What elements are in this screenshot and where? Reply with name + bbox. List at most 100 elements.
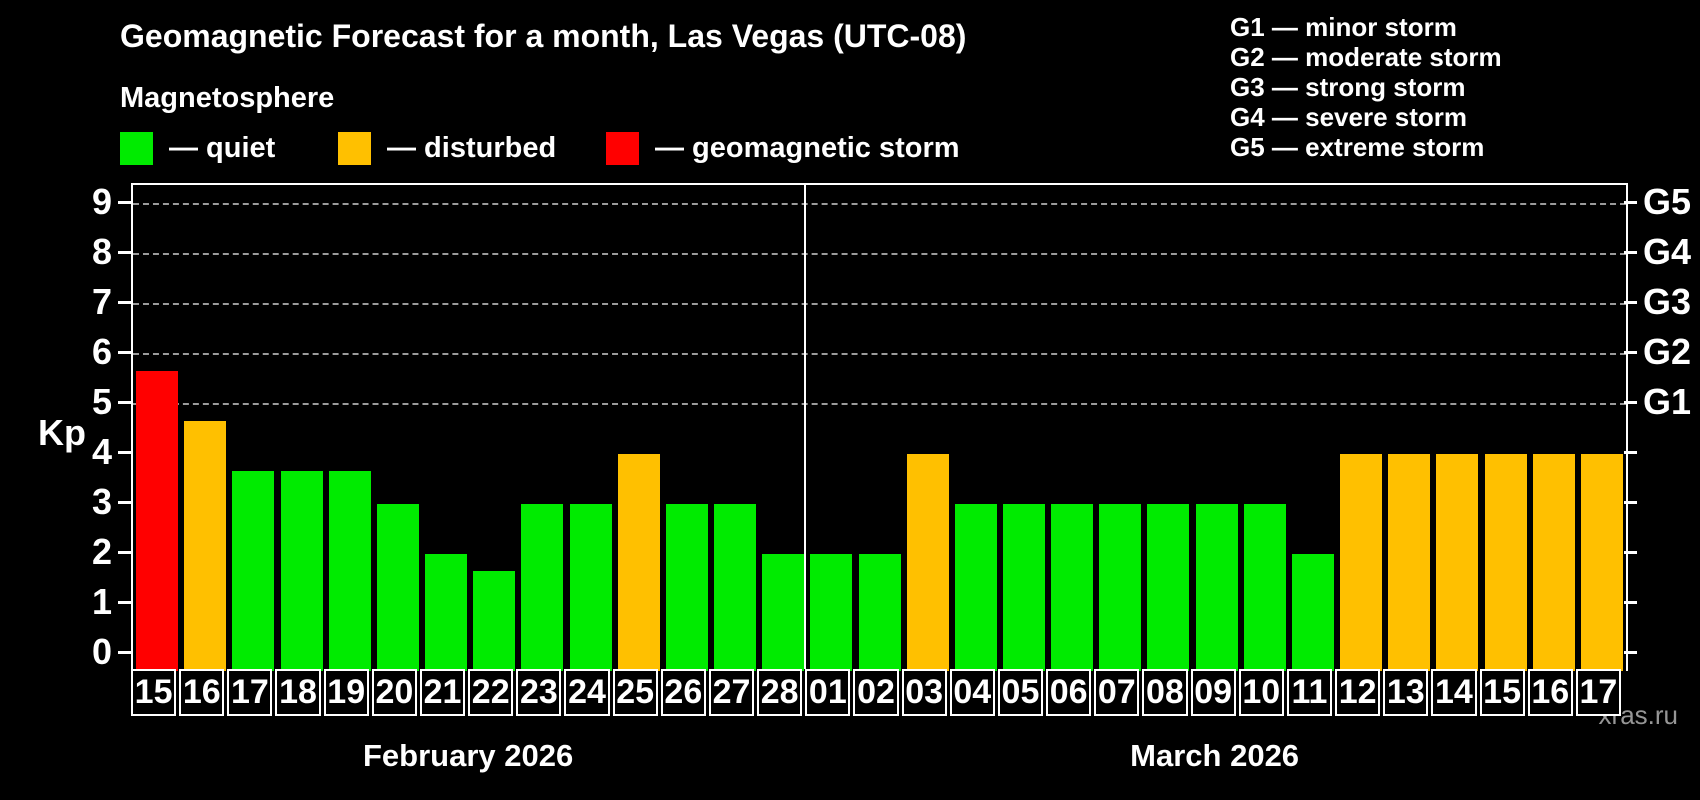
kp-bar-february-19 [328, 470, 371, 671]
y-tick-left-9 [118, 201, 131, 204]
chart-title: Geomagnetic Forecast for a month, Las Ve… [120, 18, 967, 54]
kp-bar-march-13 [1388, 454, 1431, 671]
y-tick-left-6 [118, 351, 131, 354]
day-label-11: 11 [1286, 669, 1333, 716]
day-label-17: 17 [1575, 669, 1621, 716]
kp-bar-february-17 [232, 470, 275, 671]
kp-bar-february-26 [665, 504, 708, 671]
quiet-swatch-icon [120, 131, 153, 165]
legend-item-disturbed: — disturbed [338, 130, 556, 166]
y-tick-left-4 [118, 451, 131, 454]
kp-bar-march-15 [1484, 454, 1527, 671]
kp-bar-march-07 [1099, 504, 1142, 671]
day-label-12: 12 [1335, 669, 1381, 716]
kp-bar-march-11 [1291, 554, 1334, 671]
kp-bar-february-20 [376, 504, 419, 671]
day-label-27: 27 [708, 669, 755, 716]
legend-item-storm: — geomagnetic storm [606, 130, 960, 166]
y-tick-label-8: 8 [91, 231, 112, 272]
day-label-13: 13 [1383, 669, 1429, 716]
y-tick-right-6 [1624, 351, 1637, 354]
kp-bar-february-15 [136, 370, 179, 671]
y-tick-left-1 [118, 601, 131, 604]
day-label-03: 03 [901, 669, 947, 716]
g-level-label-G1: G1 [1643, 381, 1692, 422]
y-tick-left-3 [118, 501, 131, 504]
y-axis-title: Kp [38, 412, 86, 453]
kp-bar-february-21 [425, 554, 468, 671]
disturbed-swatch-icon [338, 131, 371, 165]
kp-bar-february-18 [280, 470, 323, 671]
day-label-16: 16 [1527, 669, 1573, 716]
day-label-08: 08 [1142, 669, 1188, 716]
kp-bar-march-10 [1243, 504, 1286, 671]
day-label-19: 19 [323, 669, 369, 716]
day-label-20: 20 [371, 669, 417, 716]
day-label-22: 22 [468, 669, 514, 716]
y-tick-left-8 [118, 251, 131, 254]
day-label-10: 10 [1238, 669, 1284, 716]
kp-bar-march-12 [1340, 454, 1383, 671]
g-level-label-G5: G5 [1643, 181, 1692, 222]
kp-bar-february-27 [714, 504, 757, 671]
y-tick-right-5 [1624, 401, 1637, 404]
y-tick-right-3 [1624, 501, 1637, 504]
plot-area [131, 183, 1628, 671]
g-scale-legend: G1 — minor storm G2 — moderate storm G3 — … [1230, 12, 1502, 162]
kp-bar-march-04 [954, 504, 997, 671]
kp-bar-march-17 [1580, 454, 1623, 671]
y-tick-label-0: 0 [91, 631, 112, 672]
y-tick-label-2: 2 [91, 531, 112, 572]
storm-swatch-icon [606, 131, 639, 165]
g-legend-line-3: G3 — strong storm [1230, 72, 1466, 102]
kp-bar-march-03 [906, 454, 949, 671]
legend-label-disturbed: — disturbed [387, 131, 557, 164]
g-legend-line-5: G5 — extreme storm [1230, 132, 1485, 162]
y-tick-label-9: 9 [91, 181, 112, 222]
magnetosphere-label: Magnetosphere [120, 82, 335, 114]
y-tick-right-7 [1624, 301, 1637, 304]
day-label-09: 09 [1190, 669, 1236, 716]
g-legend-line-4: G4 — severe storm [1230, 102, 1468, 132]
gridline-kp7 [133, 303, 1626, 305]
day-label-05: 05 [997, 669, 1044, 716]
legend-label-storm: — geomagnetic storm [655, 131, 960, 164]
legend-label-quiet: — quiet [169, 131, 276, 164]
y-tick-right-0 [1624, 651, 1637, 654]
kp-bar-march-06 [1051, 504, 1094, 671]
legend-item-quiet: — quiet [120, 130, 275, 166]
y-tick-label-3: 3 [91, 481, 112, 522]
kp-bar-march-05 [1002, 504, 1045, 671]
kp-bar-february-16 [184, 420, 227, 671]
g-level-label-G3: G3 [1643, 281, 1692, 322]
day-label-18: 18 [275, 669, 321, 716]
day-label-25: 25 [612, 669, 658, 716]
kp-bar-march-14 [1436, 454, 1479, 671]
y-tick-label-7: 7 [91, 281, 112, 322]
gridline-kp5 [133, 403, 1626, 405]
month-separator [804, 183, 807, 669]
kp-bar-february-22 [473, 570, 516, 671]
kp-bar-february-28 [762, 554, 805, 671]
kp-bar-march-16 [1532, 454, 1575, 671]
g-level-label-G4: G4 [1643, 231, 1692, 272]
y-tick-left-2 [118, 551, 131, 554]
kp-bar-february-23 [521, 504, 564, 671]
day-label-26: 26 [660, 669, 706, 716]
day-label-14: 14 [1431, 669, 1477, 716]
day-label-16: 16 [179, 669, 225, 716]
kp-bar-february-24 [569, 504, 612, 671]
y-tick-label-5: 5 [91, 381, 112, 422]
day-label-01: 01 [805, 669, 851, 716]
y-tick-right-2 [1624, 551, 1637, 554]
gridline-kp9 [133, 203, 1626, 205]
y-tick-right-4 [1624, 451, 1637, 454]
month-label-february: February 2026 [363, 738, 574, 773]
day-label-04: 04 [949, 669, 995, 716]
day-label-21: 21 [419, 669, 466, 716]
y-tick-label-6: 6 [91, 331, 112, 372]
day-label-28: 28 [757, 669, 803, 716]
y-tick-left-7 [118, 301, 131, 304]
kp-bar-february-25 [617, 454, 660, 671]
